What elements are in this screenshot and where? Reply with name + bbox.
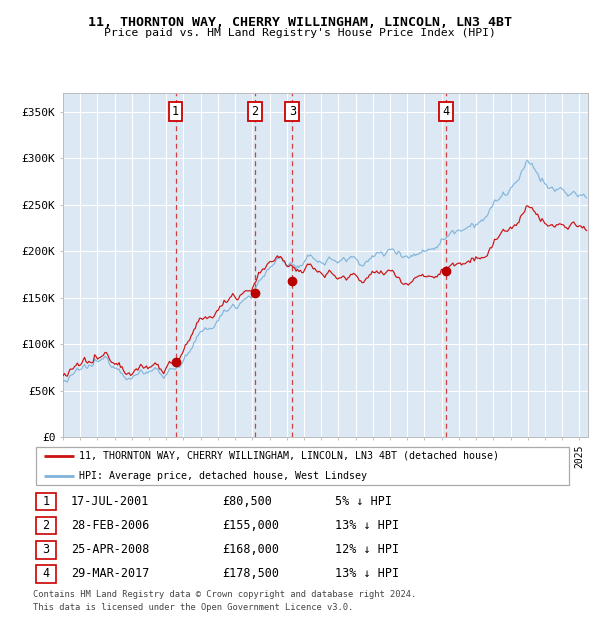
FancyBboxPatch shape bbox=[36, 541, 56, 559]
Text: 5% ↓ HPI: 5% ↓ HPI bbox=[335, 495, 392, 508]
Text: 1: 1 bbox=[43, 495, 50, 508]
Text: £155,000: £155,000 bbox=[222, 520, 279, 533]
Text: 3: 3 bbox=[289, 105, 296, 118]
Text: This data is licensed under the Open Government Licence v3.0.: This data is licensed under the Open Gov… bbox=[33, 603, 353, 612]
Text: 11, THORNTON WAY, CHERRY WILLINGHAM, LINCOLN, LN3 4BT: 11, THORNTON WAY, CHERRY WILLINGHAM, LIN… bbox=[88, 16, 512, 29]
Text: 2: 2 bbox=[43, 520, 50, 533]
Text: 28-FEB-2006: 28-FEB-2006 bbox=[71, 520, 149, 533]
FancyBboxPatch shape bbox=[36, 446, 569, 485]
Text: 2: 2 bbox=[251, 105, 259, 118]
Text: £80,500: £80,500 bbox=[222, 495, 272, 508]
Text: Contains HM Land Registry data © Crown copyright and database right 2024.: Contains HM Land Registry data © Crown c… bbox=[33, 590, 416, 600]
FancyBboxPatch shape bbox=[36, 493, 56, 510]
Text: Price paid vs. HM Land Registry's House Price Index (HPI): Price paid vs. HM Land Registry's House … bbox=[104, 28, 496, 38]
Text: 29-MAR-2017: 29-MAR-2017 bbox=[71, 567, 149, 580]
Text: £178,500: £178,500 bbox=[222, 567, 279, 580]
Text: 1: 1 bbox=[172, 105, 179, 118]
FancyBboxPatch shape bbox=[36, 565, 56, 583]
FancyBboxPatch shape bbox=[36, 517, 56, 534]
Text: £168,000: £168,000 bbox=[222, 543, 279, 556]
Text: 4: 4 bbox=[43, 567, 50, 580]
Text: 3: 3 bbox=[43, 543, 50, 556]
Text: 13% ↓ HPI: 13% ↓ HPI bbox=[335, 567, 400, 580]
Text: 11, THORNTON WAY, CHERRY WILLINGHAM, LINCOLN, LN3 4BT (detached house): 11, THORNTON WAY, CHERRY WILLINGHAM, LIN… bbox=[79, 451, 499, 461]
Text: HPI: Average price, detached house, West Lindsey: HPI: Average price, detached house, West… bbox=[79, 471, 367, 481]
Text: 4: 4 bbox=[442, 105, 449, 118]
Text: 13% ↓ HPI: 13% ↓ HPI bbox=[335, 520, 400, 533]
Text: 12% ↓ HPI: 12% ↓ HPI bbox=[335, 543, 400, 556]
Text: 25-APR-2008: 25-APR-2008 bbox=[71, 543, 149, 556]
Text: 17-JUL-2001: 17-JUL-2001 bbox=[71, 495, 149, 508]
